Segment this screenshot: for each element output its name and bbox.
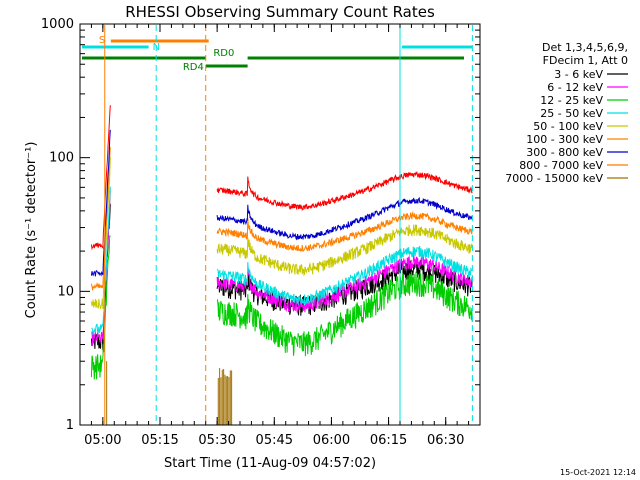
x-axis-label: Start Time (11-Aug-09 04:57:02) <box>164 456 376 471</box>
x-tick-label: 05:00 <box>84 433 121 448</box>
series-3 <box>216 271 473 357</box>
legend: Det 1,3,4,5,6,9, FDecim 1, Att 0 3 - 6 k… <box>505 41 628 185</box>
series-3-early <box>90 235 111 380</box>
x-tick-label: 05:30 <box>198 433 235 448</box>
x-axis: 05:00 05:15 05:30 05:45 06:00 06:15 06:30 <box>84 24 470 448</box>
x-tick-label: 06:30 <box>427 433 464 448</box>
y-tick-label: 1 <box>66 418 74 433</box>
flag-S-label: S <box>99 35 105 46</box>
legend-label: 50 - 100 keV <box>533 120 603 133</box>
legend-label: 6 - 12 keV <box>547 81 603 94</box>
series-5-early <box>90 157 111 310</box>
y-tick-label: 100 <box>49 151 74 166</box>
series-7-early <box>90 129 111 277</box>
legend-label: 12 - 25 keV <box>540 94 603 107</box>
series-red <box>216 170 473 212</box>
x-tick-label: 05:15 <box>141 433 178 448</box>
legend-label: 100 - 300 keV <box>526 133 603 146</box>
footer-date: 15-Oct-2021 12:14 <box>560 468 636 477</box>
flag-layer: SNRD0RD4 <box>82 35 473 73</box>
y-tick-label: 10 <box>57 284 74 299</box>
legend-label: 25 - 50 keV <box>540 107 603 120</box>
series-4 <box>216 245 473 306</box>
legend-header-1: Det 1,3,4,5,6,9, <box>542 41 628 54</box>
legend-header-2: FDecim 1, Att 0 <box>543 54 628 67</box>
legend-label: 7000 - 15000 keV <box>505 172 603 185</box>
y-axis-label: Count Rate (s⁻¹ detector⁻¹) <box>24 142 39 319</box>
legend-label: 300 - 800 keV <box>526 146 603 159</box>
vline-layer <box>104 25 473 424</box>
series-red-early <box>90 105 111 251</box>
series-7 <box>216 196 473 241</box>
y-axis: 1 10 100 1000 <box>41 17 480 433</box>
chart-title: RHESSI Observing Summary Count Rates <box>125 3 435 21</box>
series-layer <box>90 105 473 425</box>
flag-RD0-label: RD0 <box>213 48 234 59</box>
series-2 <box>216 254 473 315</box>
series-5 <box>216 224 473 277</box>
series-6 <box>216 210 473 253</box>
series-4-early <box>91 186 111 336</box>
series-6-early <box>90 147 111 291</box>
legend-label: 3 - 6 keV <box>554 68 603 81</box>
plot-frame <box>79 23 481 426</box>
y-tick-label: 1000 <box>41 17 74 32</box>
x-tick-label: 05:45 <box>256 433 293 448</box>
x-tick-label: 06:15 <box>370 433 407 448</box>
flag-RD4-label: RD4 <box>183 62 204 73</box>
x-tick-label: 06:00 <box>313 433 350 448</box>
legend-label: 800 - 7000 keV <box>519 159 603 172</box>
